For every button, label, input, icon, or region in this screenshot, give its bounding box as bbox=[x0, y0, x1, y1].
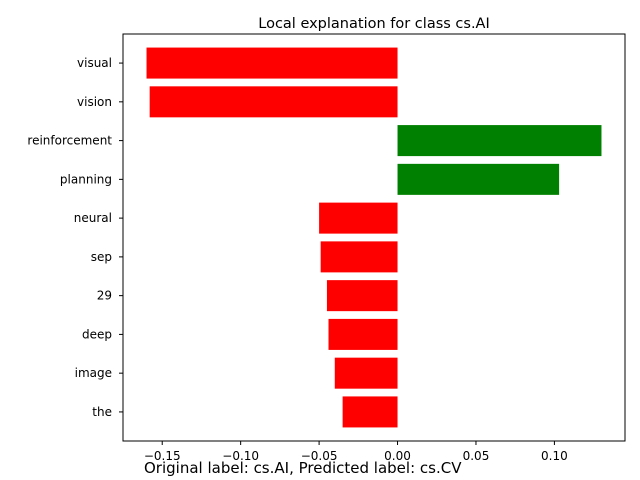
x-tick-label: 0.10 bbox=[541, 449, 568, 463]
x-tick-label: −0.05 bbox=[301, 449, 338, 463]
x-tick-label: −0.15 bbox=[144, 449, 181, 463]
y-tick-label: sep bbox=[91, 250, 112, 264]
y-tick-label: deep bbox=[82, 327, 112, 341]
chart-title: Local explanation for class cs.AI bbox=[258, 16, 490, 32]
y-tick-label: image bbox=[75, 366, 112, 380]
bar-deep bbox=[328, 318, 398, 350]
bar-neural bbox=[319, 202, 398, 234]
bar-image bbox=[334, 357, 398, 389]
y-tick-label: reinforcement bbox=[27, 134, 112, 148]
y-tick-label: the bbox=[92, 405, 112, 419]
x-tick-label: 0.00 bbox=[384, 449, 411, 463]
bar-visual bbox=[146, 47, 398, 79]
prediction-caption: Original label: cs.AI, Predicted label: … bbox=[144, 459, 462, 477]
y-tick-label: vision bbox=[77, 95, 112, 109]
bar-29 bbox=[326, 280, 398, 312]
x-tick-label: 0.05 bbox=[463, 449, 490, 463]
bar-vision bbox=[149, 86, 398, 118]
bars-group bbox=[146, 47, 602, 428]
x-tick-label: −0.10 bbox=[222, 449, 259, 463]
x-axis-ticks: −0.15 −0.10 −0.05 0.00 0.05 0.10 bbox=[144, 441, 568, 463]
y-tick-label: neural bbox=[74, 211, 112, 225]
y-tick-label: planning bbox=[60, 172, 112, 186]
y-tick-label: visual bbox=[77, 56, 112, 70]
bar-the bbox=[342, 396, 398, 428]
bar-reinforcement bbox=[397, 125, 602, 157]
y-tick-label: 29 bbox=[97, 289, 112, 303]
bar-planning bbox=[397, 163, 560, 195]
plot-frame bbox=[122, 33, 626, 442]
y-axis-ticks: visual vision reinforcement planning neural s… bbox=[27, 56, 123, 419]
bar-sep bbox=[320, 241, 398, 273]
